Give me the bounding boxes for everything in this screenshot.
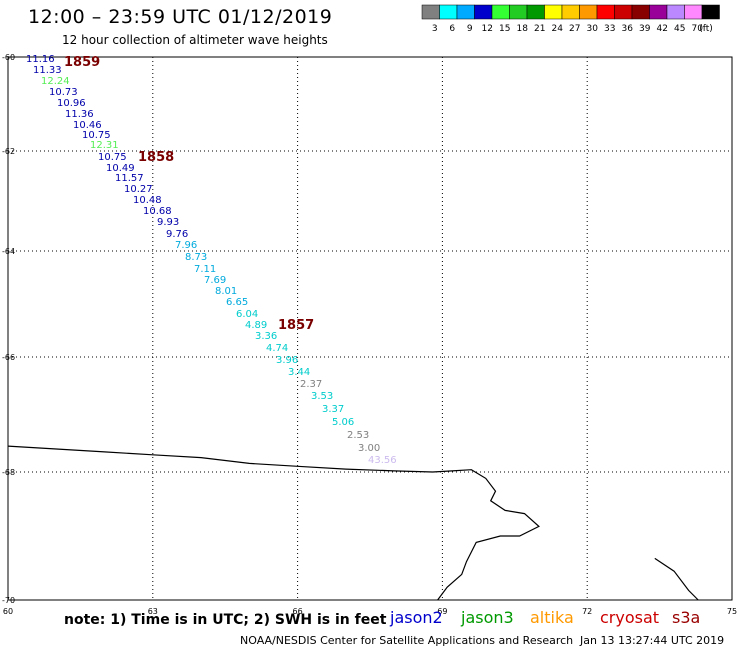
wave-height-label: 10.49 <box>106 163 135 174</box>
map-frame <box>7 56 733 601</box>
wave-height-label: 6.04 <box>236 309 258 320</box>
y-tick-label: -62 <box>2 147 15 156</box>
wave-height-label: 3.44 <box>288 367 310 378</box>
wave-height-label: 10.68 <box>143 206 172 217</box>
y-tick-label: -60 <box>2 53 15 62</box>
wave-height-label: 3.53 <box>311 391 333 402</box>
x-tick-label: 75 <box>727 607 737 616</box>
x-tick-label: 69 <box>437 607 447 616</box>
wave-height-label: 10.75 <box>98 152 127 163</box>
legend-label: 36 <box>622 24 634 34</box>
wave-height-label: 3.36 <box>255 331 277 342</box>
wave-height-label: 11.16 <box>26 54 55 65</box>
credit-text: NOAA/NESDIS Center for Satellite Applica… <box>240 634 574 647</box>
legend-label: 45 <box>674 24 685 34</box>
wave-height-label: 4.74 <box>266 343 288 354</box>
satellite-label-jason3: jason3 <box>461 608 514 627</box>
time-mark-label: 1859 <box>64 55 100 70</box>
coastline-east <box>654 557 699 601</box>
wave-height-label: 9.76 <box>166 229 188 240</box>
wave-height-label: 2.53 <box>347 430 369 441</box>
legend-label: 6 <box>449 24 455 34</box>
y-tick-label: -64 <box>2 247 15 256</box>
wave-height-label: 12.24 <box>41 76 70 87</box>
x-tick-label: 66 <box>293 607 303 616</box>
legend-label: 33 <box>604 24 615 34</box>
wave-height-label: 11.57 <box>115 173 144 184</box>
wave-height-label: 5.06 <box>332 417 354 428</box>
legend-label: 70 <box>692 24 704 34</box>
legend-label: 21 <box>534 24 545 34</box>
legend-label: 24 <box>552 24 564 34</box>
wave-height-label: 4.89 <box>245 320 267 331</box>
color-legend: 3 6 9 12 15 18 21 24 27 30 33 36 39 42 45 70(ft) <box>421 4 720 34</box>
satellite-label-altika: altika <box>530 608 574 627</box>
wave-height-label: 10.73 <box>49 87 78 98</box>
satellite-label-cryosat: cryosat <box>600 608 660 627</box>
wave-height-label: 9.93 <box>157 217 179 228</box>
legend-label: 42 <box>657 24 668 34</box>
wave-height-label: 7.69 <box>204 275 226 286</box>
wave-height-label: 6.65 <box>226 297 248 308</box>
satellite-label-jason2: jason2 <box>390 608 443 627</box>
page-title: 12:00 – 23:59 UTC 01/12/2019 <box>28 6 333 28</box>
legend-label: 39 <box>639 24 651 34</box>
wave-height-label: 7.96 <box>175 240 197 251</box>
y-tick-label: -68 <box>2 468 15 477</box>
coastline <box>7 445 540 601</box>
wave-height-label: 10.27 <box>124 184 153 195</box>
wave-height-label: 11.36 <box>65 109 94 120</box>
wave-height-label: 3.96 <box>276 355 298 366</box>
wave-height-label: 8.73 <box>185 252 207 263</box>
generated-timestamp: Jan 13 13:27:44 UTC 2019 <box>580 634 725 647</box>
legend-label: 9 <box>467 24 473 34</box>
wave-height-label: 10.75 <box>82 130 111 141</box>
page-subtitle: 12 hour collection of altimeter wave hei… <box>62 33 328 47</box>
x-tick-label: 60 <box>3 607 13 616</box>
wave-height-label: 7.11 <box>194 264 216 275</box>
wave-height-label: 12.31 <box>90 140 119 151</box>
legend-label: 27 <box>569 24 580 34</box>
satellite-label-s3a: s3a <box>672 608 701 627</box>
wave-height-label: 11.33 <box>33 65 62 76</box>
time-mark-label: 1858 <box>138 150 174 165</box>
wave-height-label: 43.56 <box>368 455 397 466</box>
wave-height-label: 2.37 <box>300 379 322 390</box>
legend-label: 30 <box>587 24 599 34</box>
time-mark-label: 1857 <box>278 318 314 333</box>
footer-note: note: 1) Time is in UTC; 2) SWH is in fe… <box>64 612 387 628</box>
x-tick-label: 63 <box>148 607 158 616</box>
legend-label: 15 <box>499 24 510 34</box>
legend-label: 18 <box>517 24 529 34</box>
y-tick-label: -66 <box>2 353 15 362</box>
wave-height-label: 10.48 <box>133 195 162 206</box>
legend-label: 3 <box>432 24 438 34</box>
legend-unit: (ft) <box>699 24 713 34</box>
wave-height-label: 10.96 <box>57 98 86 109</box>
legend-label: 12 <box>482 24 493 34</box>
legend-swatch <box>701 4 720 20</box>
wave-height-label: 3.37 <box>322 404 344 415</box>
y-tick-label: -70 <box>2 596 15 605</box>
wave-height-label: 3.00 <box>358 443 380 454</box>
wave-height-label: 8.01 <box>215 286 237 297</box>
wave-height-label: 10.46 <box>73 120 102 131</box>
x-tick-label: 72 <box>582 607 592 616</box>
